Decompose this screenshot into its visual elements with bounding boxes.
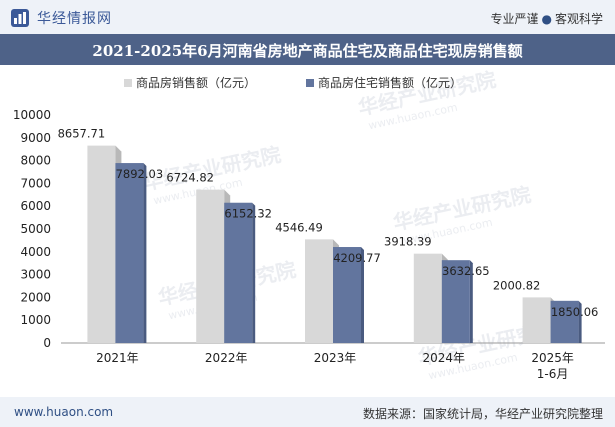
y-tick-label: 0 bbox=[43, 336, 51, 350]
bar-side bbox=[252, 202, 256, 343]
bar bbox=[196, 189, 225, 343]
y-tick-label: 10000 bbox=[13, 108, 51, 122]
bar-side bbox=[361, 247, 364, 343]
bar bbox=[115, 163, 144, 343]
bar bbox=[441, 260, 470, 343]
bar bbox=[550, 300, 579, 343]
y-tick-label: 2000 bbox=[20, 290, 51, 304]
legend-label: 商品房销售额（亿元） bbox=[136, 75, 256, 90]
data-label: 4546.49 bbox=[275, 220, 323, 234]
footer-source: 数据来源：国家统计局，华经产业研究院整理 bbox=[362, 407, 603, 421]
bar-side bbox=[469, 260, 473, 343]
tagline-left: 专业严谨 bbox=[490, 12, 539, 26]
y-tick-label: 8000 bbox=[20, 154, 51, 168]
x-tick-label: 2021年 bbox=[96, 351, 139, 365]
y-tick-label: 3000 bbox=[20, 268, 51, 282]
logo-icon bbox=[11, 9, 29, 27]
brand-name: 华经情报网 bbox=[37, 11, 112, 27]
y-tick-label: 7000 bbox=[20, 176, 51, 190]
legend-label: 商品房住宅销售额（亿元） bbox=[318, 75, 462, 90]
data-label: 7892.03 bbox=[116, 167, 164, 181]
bar-side bbox=[578, 300, 582, 343]
bars bbox=[87, 145, 582, 343]
y-tick-label: 5000 bbox=[20, 222, 51, 236]
x-tick-label: 2024年 bbox=[423, 351, 466, 365]
x-tick-label: 1-6月 bbox=[537, 367, 569, 381]
bar bbox=[87, 145, 116, 343]
bar-chart: 华经产业研究院www.huaon.com华经产业研究院www.huaon.com… bbox=[13, 67, 605, 382]
x-tick-label: 2023年 bbox=[314, 351, 357, 365]
data-label: 2000.82 bbox=[493, 278, 541, 292]
legend-swatch bbox=[306, 79, 314, 87]
tagline: 专业严谨 ● 客观科学 bbox=[490, 10, 603, 27]
y-tick-label: 9000 bbox=[20, 131, 51, 145]
bar bbox=[413, 253, 442, 343]
data-label: 4209.77 bbox=[333, 251, 381, 265]
bar bbox=[333, 247, 361, 343]
title-bar: 2021-2025年6月河南省房地产商品住宅及商品住宅现房销售额 bbox=[0, 34, 615, 65]
x-tick-label: 2022年 bbox=[205, 351, 248, 365]
footer-bar: www.huaon.com 数据来源：国家统计局，华经产业研究院整理 bbox=[0, 397, 615, 427]
y-tick-label: 4000 bbox=[20, 245, 51, 259]
bar bbox=[224, 202, 253, 343]
chart-title: 2021-2025年6月河南省房地产商品住宅及商品住宅现房销售额 bbox=[92, 42, 523, 60]
tagline-right: 客观科学 bbox=[554, 12, 603, 26]
x-axis: 2021年 2022年 2023年 2024年 2025年 1-6月 bbox=[96, 351, 574, 381]
bar-side bbox=[143, 163, 147, 343]
bullet-icon: ● bbox=[541, 12, 552, 26]
y-tick-label: 6000 bbox=[20, 199, 51, 213]
y-tick-label: 1000 bbox=[20, 313, 51, 327]
top-bar: 华经情报网 专业严谨 ● 客观科学 bbox=[0, 0, 615, 34]
y-axis: 0 1000 2000 3000 4000 5000 6000 7000 8000 9000 100… bbox=[13, 108, 605, 350]
legend-swatch bbox=[124, 79, 132, 87]
data-label: 3632.65 bbox=[442, 264, 490, 278]
chart-legend: 商品房销售额（亿元） 商品房住宅销售额（亿元） bbox=[124, 75, 462, 90]
data-label: 3918.39 bbox=[384, 235, 432, 249]
footer-url[interactable]: www.huaon.com bbox=[14, 405, 114, 419]
data-label: 6724.82 bbox=[166, 171, 214, 185]
data-label: 1850.06 bbox=[551, 305, 599, 319]
x-tick-label: 2025年 bbox=[531, 351, 574, 365]
bar bbox=[522, 297, 551, 343]
bar bbox=[305, 239, 333, 343]
data-label: 6152.32 bbox=[224, 207, 272, 221]
data-label: 8657.71 bbox=[58, 127, 106, 141]
